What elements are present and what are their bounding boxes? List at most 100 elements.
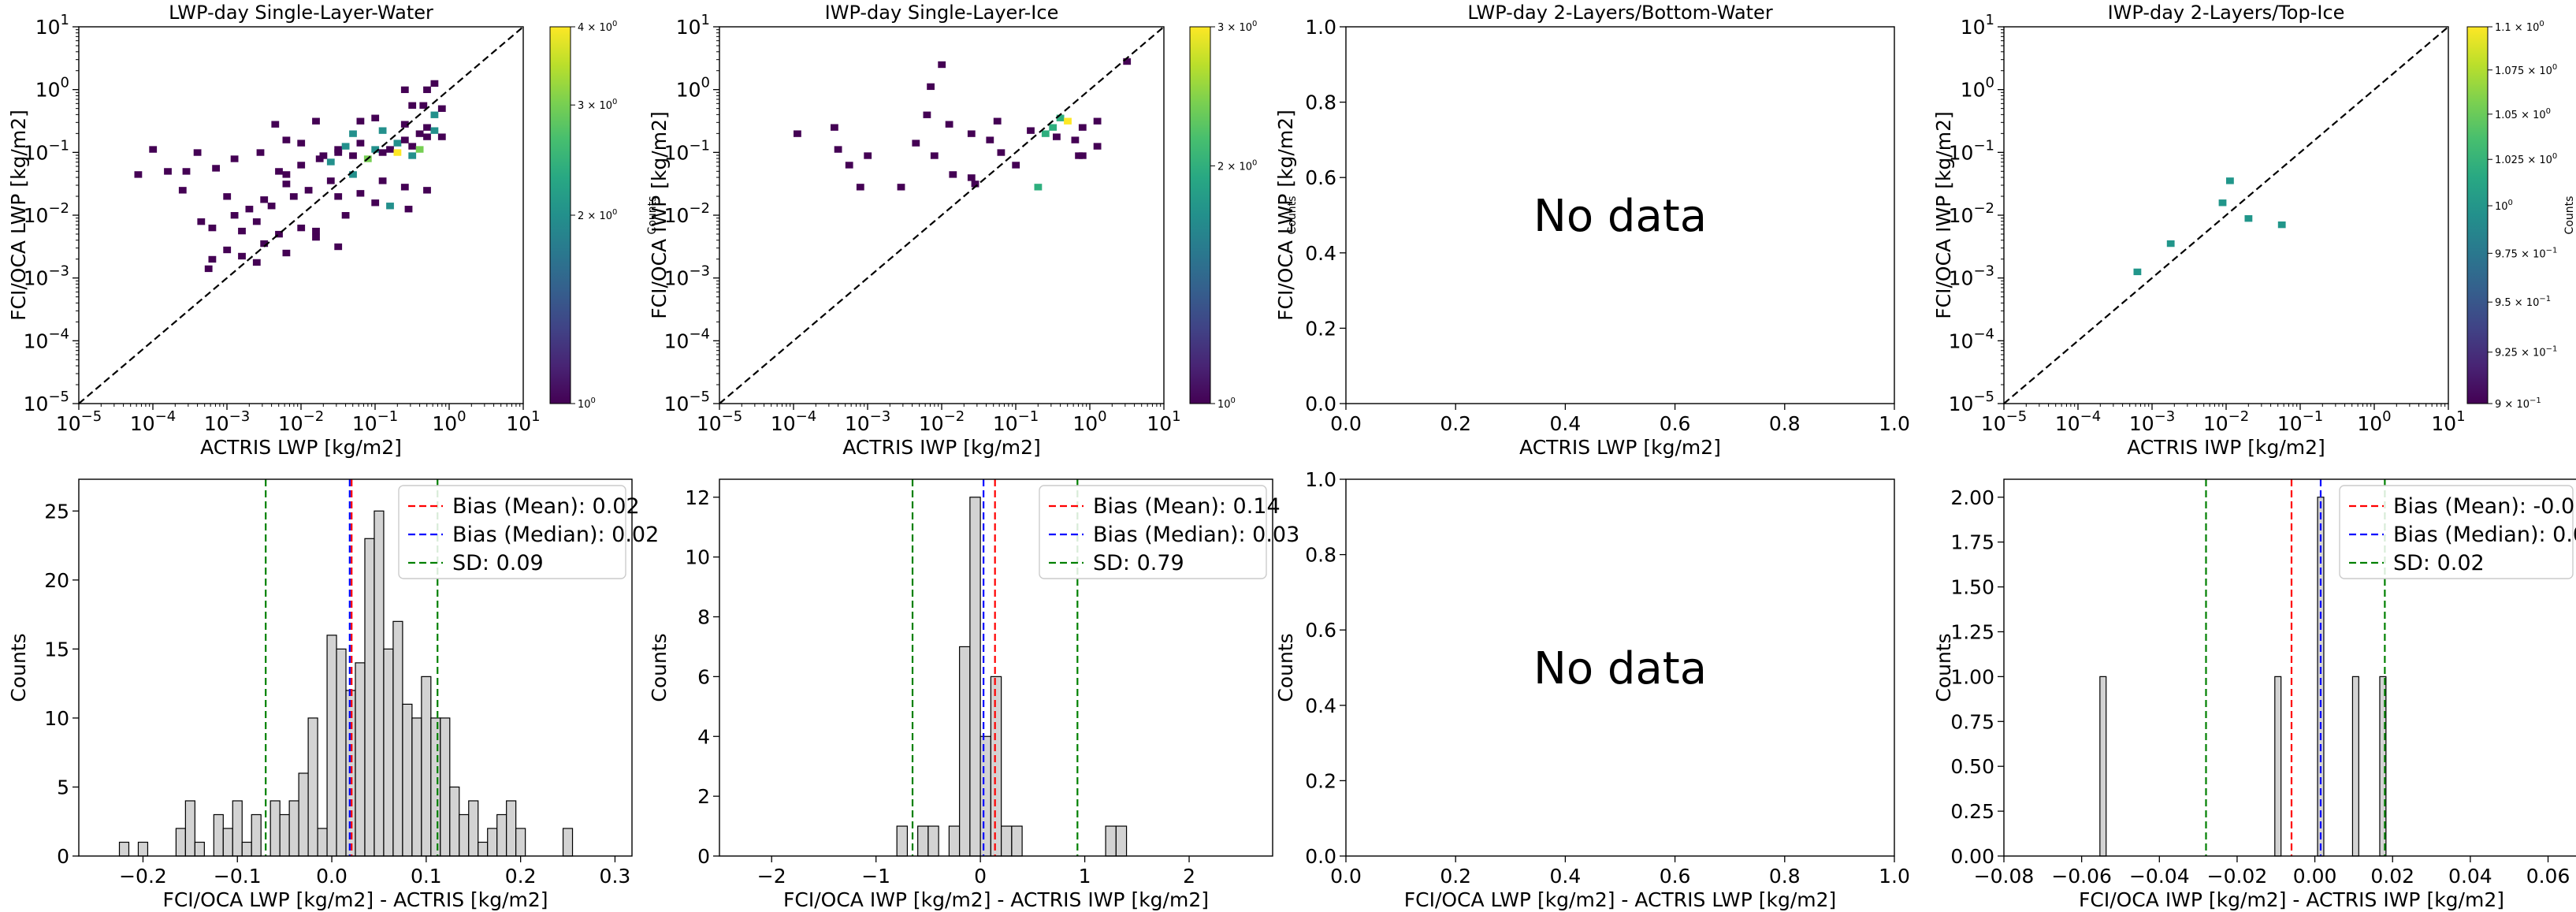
histogram-bar <box>487 828 498 857</box>
heatmap-cell <box>967 174 976 181</box>
tick-exponent: −5 <box>81 408 102 425</box>
histogram-bar <box>959 646 971 857</box>
heatmap-cell <box>831 124 838 131</box>
histogram-bar <box>251 813 262 857</box>
x-axis-label: FCI/OCA LWP [kg/m2] - ACTRIS LWP [kg/m2] <box>1404 888 1837 911</box>
heatmap-cell <box>297 162 306 169</box>
tick-exponent: −3 <box>689 263 710 280</box>
y-tick-label: 10−1 <box>664 137 710 164</box>
histogram-bar <box>506 800 517 857</box>
cb-prefix: 9 × <box>2495 399 2516 411</box>
y-tick-label: 10−2 <box>1949 200 1994 227</box>
tick-base: 10 <box>2357 412 2382 435</box>
tick-base: 10 <box>204 412 229 435</box>
heatmap-cell <box>1093 117 1102 125</box>
tick-exponent: −3 <box>2154 408 2176 425</box>
x-tick-label: 10−4 <box>771 408 816 435</box>
histogram-bar <box>430 717 441 857</box>
heatmap-cell <box>437 105 446 112</box>
tick-base: 10 <box>2277 412 2303 435</box>
x-axis-label: FCI/OCA IWP [kg/m2] - ACTRIS IWP [kg/m2] <box>2079 888 2504 911</box>
heatmap-cell <box>282 136 291 143</box>
heatmap-cell <box>371 114 380 121</box>
heatmap-cell <box>423 86 431 94</box>
y-tick-label: 1.0 <box>1305 16 1336 39</box>
heatmap-cell <box>938 61 946 69</box>
tick-exponent: 0 <box>1098 408 1106 425</box>
heatmap-cell <box>423 124 431 131</box>
heatmap-cell <box>371 199 380 207</box>
tick-exponent: −4 <box>1973 326 1994 342</box>
y-tick-label: 10−5 <box>24 389 69 415</box>
tick-exponent: −5 <box>689 389 710 405</box>
x-tick-label: 1 <box>1079 865 1091 888</box>
tick-base: 10 <box>697 412 722 435</box>
histogram-bar <box>392 620 403 857</box>
histogram-bar <box>345 690 356 857</box>
y-axis-label: FCI/OCA IWP [kg/m2] <box>648 111 671 318</box>
heatmap-cell <box>2226 177 2234 184</box>
tick-exponent: −1 <box>48 137 69 154</box>
y-tick-label: 10−4 <box>664 326 710 352</box>
x-tick-label: 0.6 <box>1660 865 1691 888</box>
tick-exponent: −2 <box>303 408 325 425</box>
heatmap-cell <box>927 83 935 91</box>
cb-base: 10 <box>599 22 612 34</box>
heatmap-cell <box>326 158 335 166</box>
x-tick-label: 0.6 <box>1660 412 1691 435</box>
tick-base: 10 <box>506 412 531 435</box>
legend <box>1039 485 1267 579</box>
histogram-bar <box>307 717 318 857</box>
heatmap-cell <box>856 184 864 191</box>
histogram-bar <box>269 800 281 857</box>
cb-base: 10 <box>2516 399 2530 411</box>
x-tick-label: −0.2 <box>119 865 167 888</box>
cb-prefix: 1.05 × <box>2495 110 2533 121</box>
tick-exponent: 1 <box>2456 408 2465 425</box>
tick-exponent: 0 <box>457 408 466 425</box>
heatmap-cell <box>271 121 280 128</box>
y-tick-label: 0 <box>697 845 710 868</box>
y-axis-label: FCI/OCA IWP [kg/m2] <box>1932 111 1955 318</box>
legend-entry: Bias (Median): 0.02 <box>452 523 659 547</box>
colorbar-tick-label: 9.25 × 10−1 <box>2495 345 2557 359</box>
heatmap-cell <box>1027 127 1035 134</box>
heatmap-cell <box>430 111 439 118</box>
tick-exponent: 1 <box>61 12 69 28</box>
y-tick-label: 1.25 <box>1950 620 1994 643</box>
heatmap-cell <box>408 143 417 150</box>
heatmap-cell <box>371 146 380 153</box>
heatmap-cell <box>1049 124 1058 131</box>
heatmap-cell <box>404 206 413 213</box>
tick-base: 10 <box>432 412 457 435</box>
heatmap-cell <box>1053 133 1061 140</box>
heatmap-cell <box>312 233 320 241</box>
axes-frame <box>2003 26 2449 404</box>
histogram-bar <box>336 648 347 857</box>
chart-p5: −0.2 −0.1 0.0 0.1 0.2 0.3 0 5 10 15 20 25 Bias (Mean… <box>7 478 659 911</box>
tick-exponent: 0 <box>701 75 710 91</box>
axes-frame <box>719 26 1165 404</box>
heatmap-cell <box>400 86 409 94</box>
y-tick-label: 10−3 <box>664 263 710 290</box>
heatmap-cell <box>282 181 291 188</box>
cb-exponent: 0 <box>1231 396 1236 405</box>
histogram-bar <box>364 538 375 857</box>
histogram-bar <box>948 825 961 857</box>
y-tick-label: 0.75 <box>1950 710 1994 733</box>
x-tick-label: 0.8 <box>1769 412 1801 435</box>
histogram-bar <box>478 841 489 857</box>
y-tick-label: 20 <box>44 569 69 592</box>
legend <box>398 485 626 579</box>
histogram-bar <box>496 813 507 857</box>
colorbar-tick-label: 1.05 × 100 <box>2495 107 2551 121</box>
cb-prefix: 3 × <box>1217 22 1239 34</box>
tick-base: 10 <box>278 412 303 435</box>
heatmap-cell <box>415 130 424 137</box>
cb-exponent: 0 <box>2552 63 2557 72</box>
x-tick-label: 0.4 <box>1550 412 1582 435</box>
heatmap-cell <box>193 149 202 156</box>
heatmap-cell <box>275 230 283 238</box>
cb-exponent: −1 <box>2539 295 2551 303</box>
x-tick-label: −1 <box>861 865 890 888</box>
